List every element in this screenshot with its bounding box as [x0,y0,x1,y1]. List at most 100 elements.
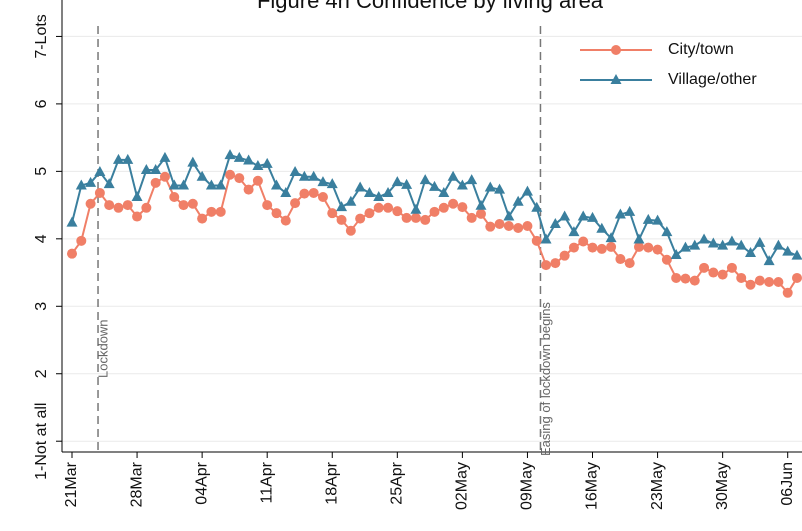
chart-title: Figure 4h Confidence by living area [257,0,604,13]
marker [782,287,793,298]
marker [559,250,570,261]
marker [104,200,115,211]
x-tick-label: 04Apr [193,461,210,504]
marker [633,233,645,244]
marker [577,210,589,221]
marker [614,208,626,219]
marker [345,195,357,206]
marker [224,149,236,160]
marker [541,260,552,271]
marker [354,181,366,192]
marker [298,170,310,181]
marker [196,170,208,181]
marker [587,211,599,222]
marker [169,191,180,202]
marker [336,214,347,225]
marker [215,206,226,217]
marker [243,184,254,195]
marker [261,157,273,168]
marker [178,200,189,211]
marker [345,225,356,236]
marker [596,243,607,254]
marker [792,272,802,283]
x-tick-label: 16May [584,462,601,510]
marker [94,166,106,177]
series [66,149,802,266]
marker [187,198,198,209]
marker [429,180,440,191]
marker [708,267,719,278]
marker [559,210,571,221]
marker [521,185,533,196]
marker [159,151,171,162]
marker [447,170,459,181]
x-tick-label: 28Mar [128,461,145,507]
marker [549,217,561,228]
marker [596,222,608,233]
marker [735,239,747,250]
marker [271,208,282,219]
marker [568,242,579,253]
x-tick-label: 18Apr [323,461,340,504]
marker [420,214,431,225]
marker [671,272,682,283]
y-tick-label: 6 [33,99,50,108]
marker [661,254,672,265]
marker [438,186,450,197]
marker [262,200,273,211]
marker [773,276,784,287]
marker [689,275,700,286]
marker [717,239,729,250]
marker [726,235,738,246]
marker [605,232,617,243]
marker [494,183,506,194]
marker [764,276,775,287]
marker [513,223,524,234]
x-tick-label: 23May [649,462,666,510]
marker [485,221,496,232]
marker [494,218,505,229]
marker [736,272,747,283]
marker [475,208,486,219]
marker [187,156,199,167]
marker [363,186,375,197]
marker [661,226,673,237]
marker [76,235,87,246]
marker [448,198,459,209]
marker [466,174,478,185]
x-tick-label: 06Jun [779,462,796,506]
marker [531,235,542,246]
marker [317,191,328,202]
y-tick-label: 1-Not at all [33,403,50,480]
marker [763,255,775,266]
marker [633,241,644,252]
x-tick-label: 02May [454,462,471,510]
marker [587,242,598,253]
x-tick-label: 09May [519,462,536,510]
marker [606,241,617,252]
marker [205,179,217,190]
y-tick-label: 5 [33,167,50,176]
marker [610,74,622,84]
marker [550,258,561,269]
marker [745,279,756,290]
marker [206,206,217,217]
marker [317,176,329,187]
marker [336,201,348,212]
marker [150,164,162,175]
marker [643,242,654,253]
marker [540,233,552,244]
y-tick-label: 7-Lots [33,14,50,58]
annotation-text: Easing of lockdown begins [538,302,553,456]
marker [243,154,255,165]
annotation-text: Lockdown [95,319,110,378]
marker [299,188,310,199]
marker [197,213,208,224]
marker [652,214,664,225]
y-tick-label: 2 [33,369,50,378]
marker [726,262,737,273]
marker [717,269,728,280]
x-tick-label: 11Apr [258,461,275,503]
marker [503,221,514,231]
marker [85,176,97,187]
